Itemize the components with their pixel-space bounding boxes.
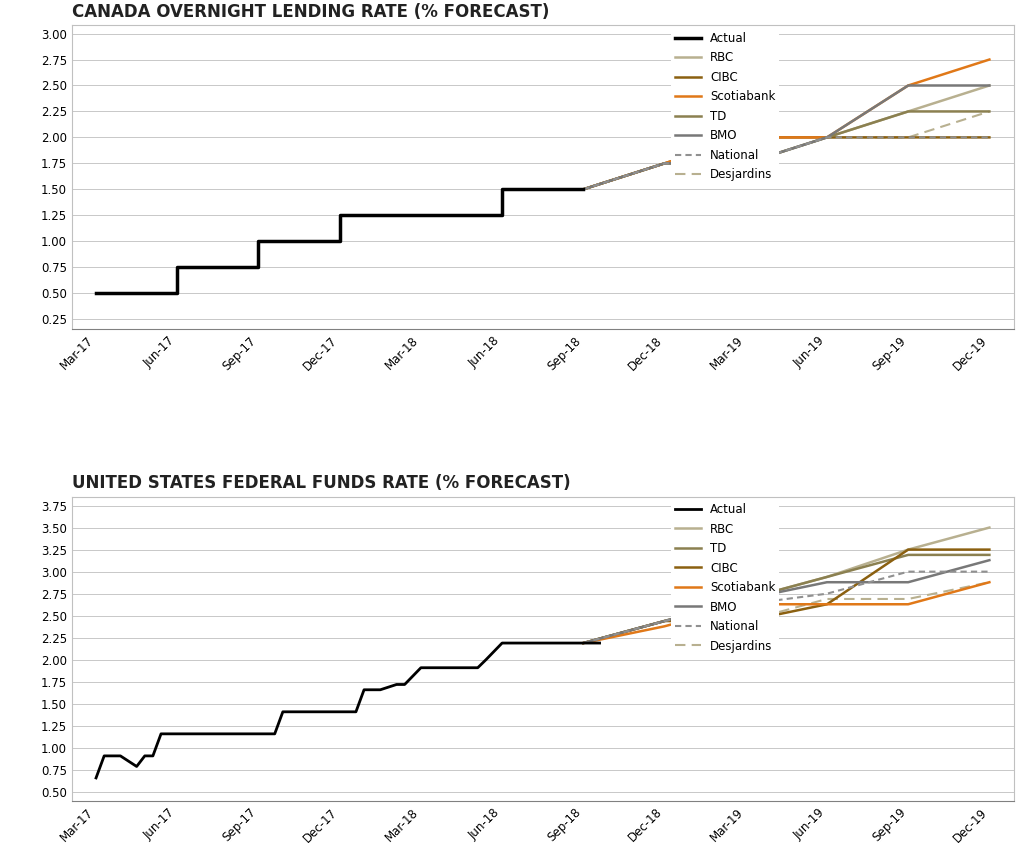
Text: UNITED STATES FEDERAL FUNDS RATE (% FORECAST): UNITED STATES FEDERAL FUNDS RATE (% FORE…: [72, 475, 570, 492]
Legend: Actual, RBC, TD, CIBC, Scotiabank, BMO, National, Desjardins: Actual, RBC, TD, CIBC, Scotiabank, BMO, …: [671, 500, 779, 656]
Legend: Actual, RBC, CIBC, Scotiabank, TD, BMO, National, Desjardins: Actual, RBC, CIBC, Scotiabank, TD, BMO, …: [671, 28, 779, 185]
Text: CANADA OVERNIGHT LENDING RATE (% FORECAST): CANADA OVERNIGHT LENDING RATE (% FORECAS…: [72, 3, 549, 21]
